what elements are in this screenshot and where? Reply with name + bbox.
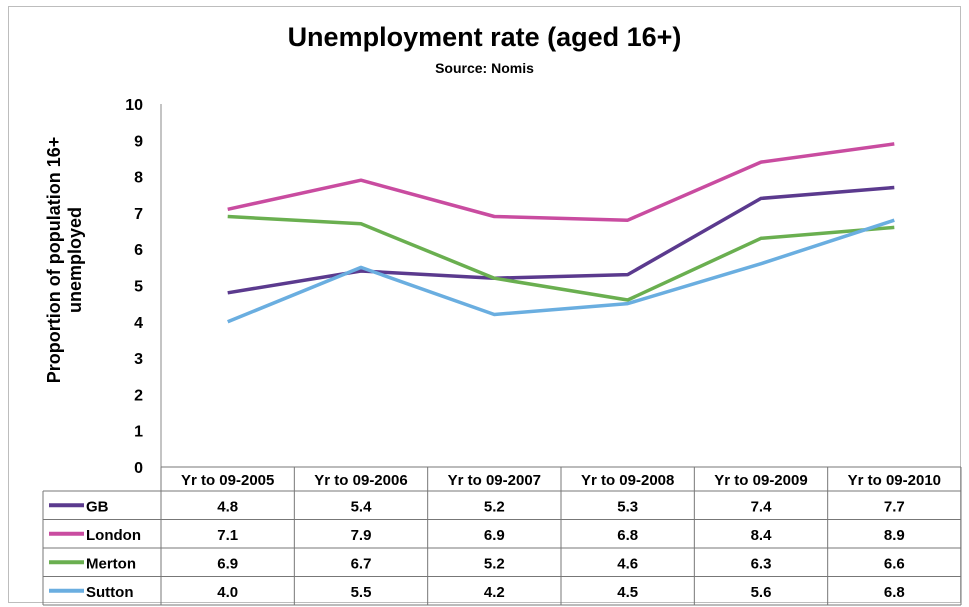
table-cell-value: 6.6 <box>884 555 905 572</box>
series-line-london <box>227 142 895 222</box>
table-cell-value: 5.4 <box>351 498 373 515</box>
table-cell-value: 5.5 <box>351 584 372 601</box>
x-tick-label: Yr to 09-2008 <box>581 472 674 489</box>
table-cell-value: 7.9 <box>351 527 372 544</box>
table-cell-value: 7.7 <box>884 498 905 515</box>
y-tick-label: 4 <box>134 315 143 332</box>
legend-label: Sutton <box>86 584 133 601</box>
y-tick-label: 1 <box>134 424 143 441</box>
table-cell-value: 4.0 <box>217 584 238 601</box>
y-tick-label: 10 <box>125 97 143 114</box>
y-tick-label: 3 <box>134 351 143 368</box>
table-cell-value: 4.8 <box>217 498 238 515</box>
table-cell-value: 5.2 <box>484 555 505 572</box>
y-tick-label: 9 <box>134 133 143 150</box>
series-line-sutton <box>227 218 895 324</box>
table-cell-value: 5.3 <box>617 498 638 515</box>
series-line-gb <box>227 185 895 295</box>
x-tick-label: Yr to 09-2005 <box>181 472 274 489</box>
table-cell-value: 5.6 <box>751 584 772 601</box>
y-tick-label: 8 <box>134 170 143 187</box>
table-cell-value: 4.5 <box>617 584 638 601</box>
y-tick-label: 0 <box>134 460 143 477</box>
table-cell-value: 4.2 <box>484 584 505 601</box>
x-tick-label: Yr to 09-2006 <box>314 472 407 489</box>
chart-title: Unemployment rate (aged 16+) <box>287 22 682 52</box>
table-cell-value: 7.4 <box>751 498 773 515</box>
table-cell-value: 8.4 <box>751 527 773 544</box>
x-tick-label: Yr to 09-2007 <box>448 472 541 489</box>
table-cell-value: 7.1 <box>217 527 238 544</box>
table-cell-value: 5.2 <box>484 498 505 515</box>
table-cell-value: 8.9 <box>884 527 905 544</box>
series-line-merton <box>227 214 895 302</box>
legend-label: Merton <box>86 555 136 572</box>
legend-label: GB <box>86 498 109 515</box>
x-tick-label: Yr to 09-2010 <box>848 472 941 489</box>
y-tick-label: 5 <box>134 279 143 296</box>
chart-frame <box>8 6 961 603</box>
y-tick-label: 2 <box>134 387 143 404</box>
table-cell-value: 6.8 <box>884 584 905 601</box>
legend-label: London <box>86 527 141 544</box>
chart-subtitle: Source: Nomis <box>435 60 534 76</box>
table-cell-value: 6.9 <box>484 527 505 544</box>
y-tick-label: 6 <box>134 242 143 259</box>
table-cell-value: 6.8 <box>617 527 638 544</box>
y-tick-label: 7 <box>134 206 143 223</box>
x-tick-label: Yr to 09-2009 <box>714 472 807 489</box>
table-cell-value: 6.9 <box>217 555 238 572</box>
table-cell-value: 6.3 <box>751 555 772 572</box>
table-cell-value: 4.6 <box>617 555 638 572</box>
table-cell-value: 6.7 <box>351 555 372 572</box>
